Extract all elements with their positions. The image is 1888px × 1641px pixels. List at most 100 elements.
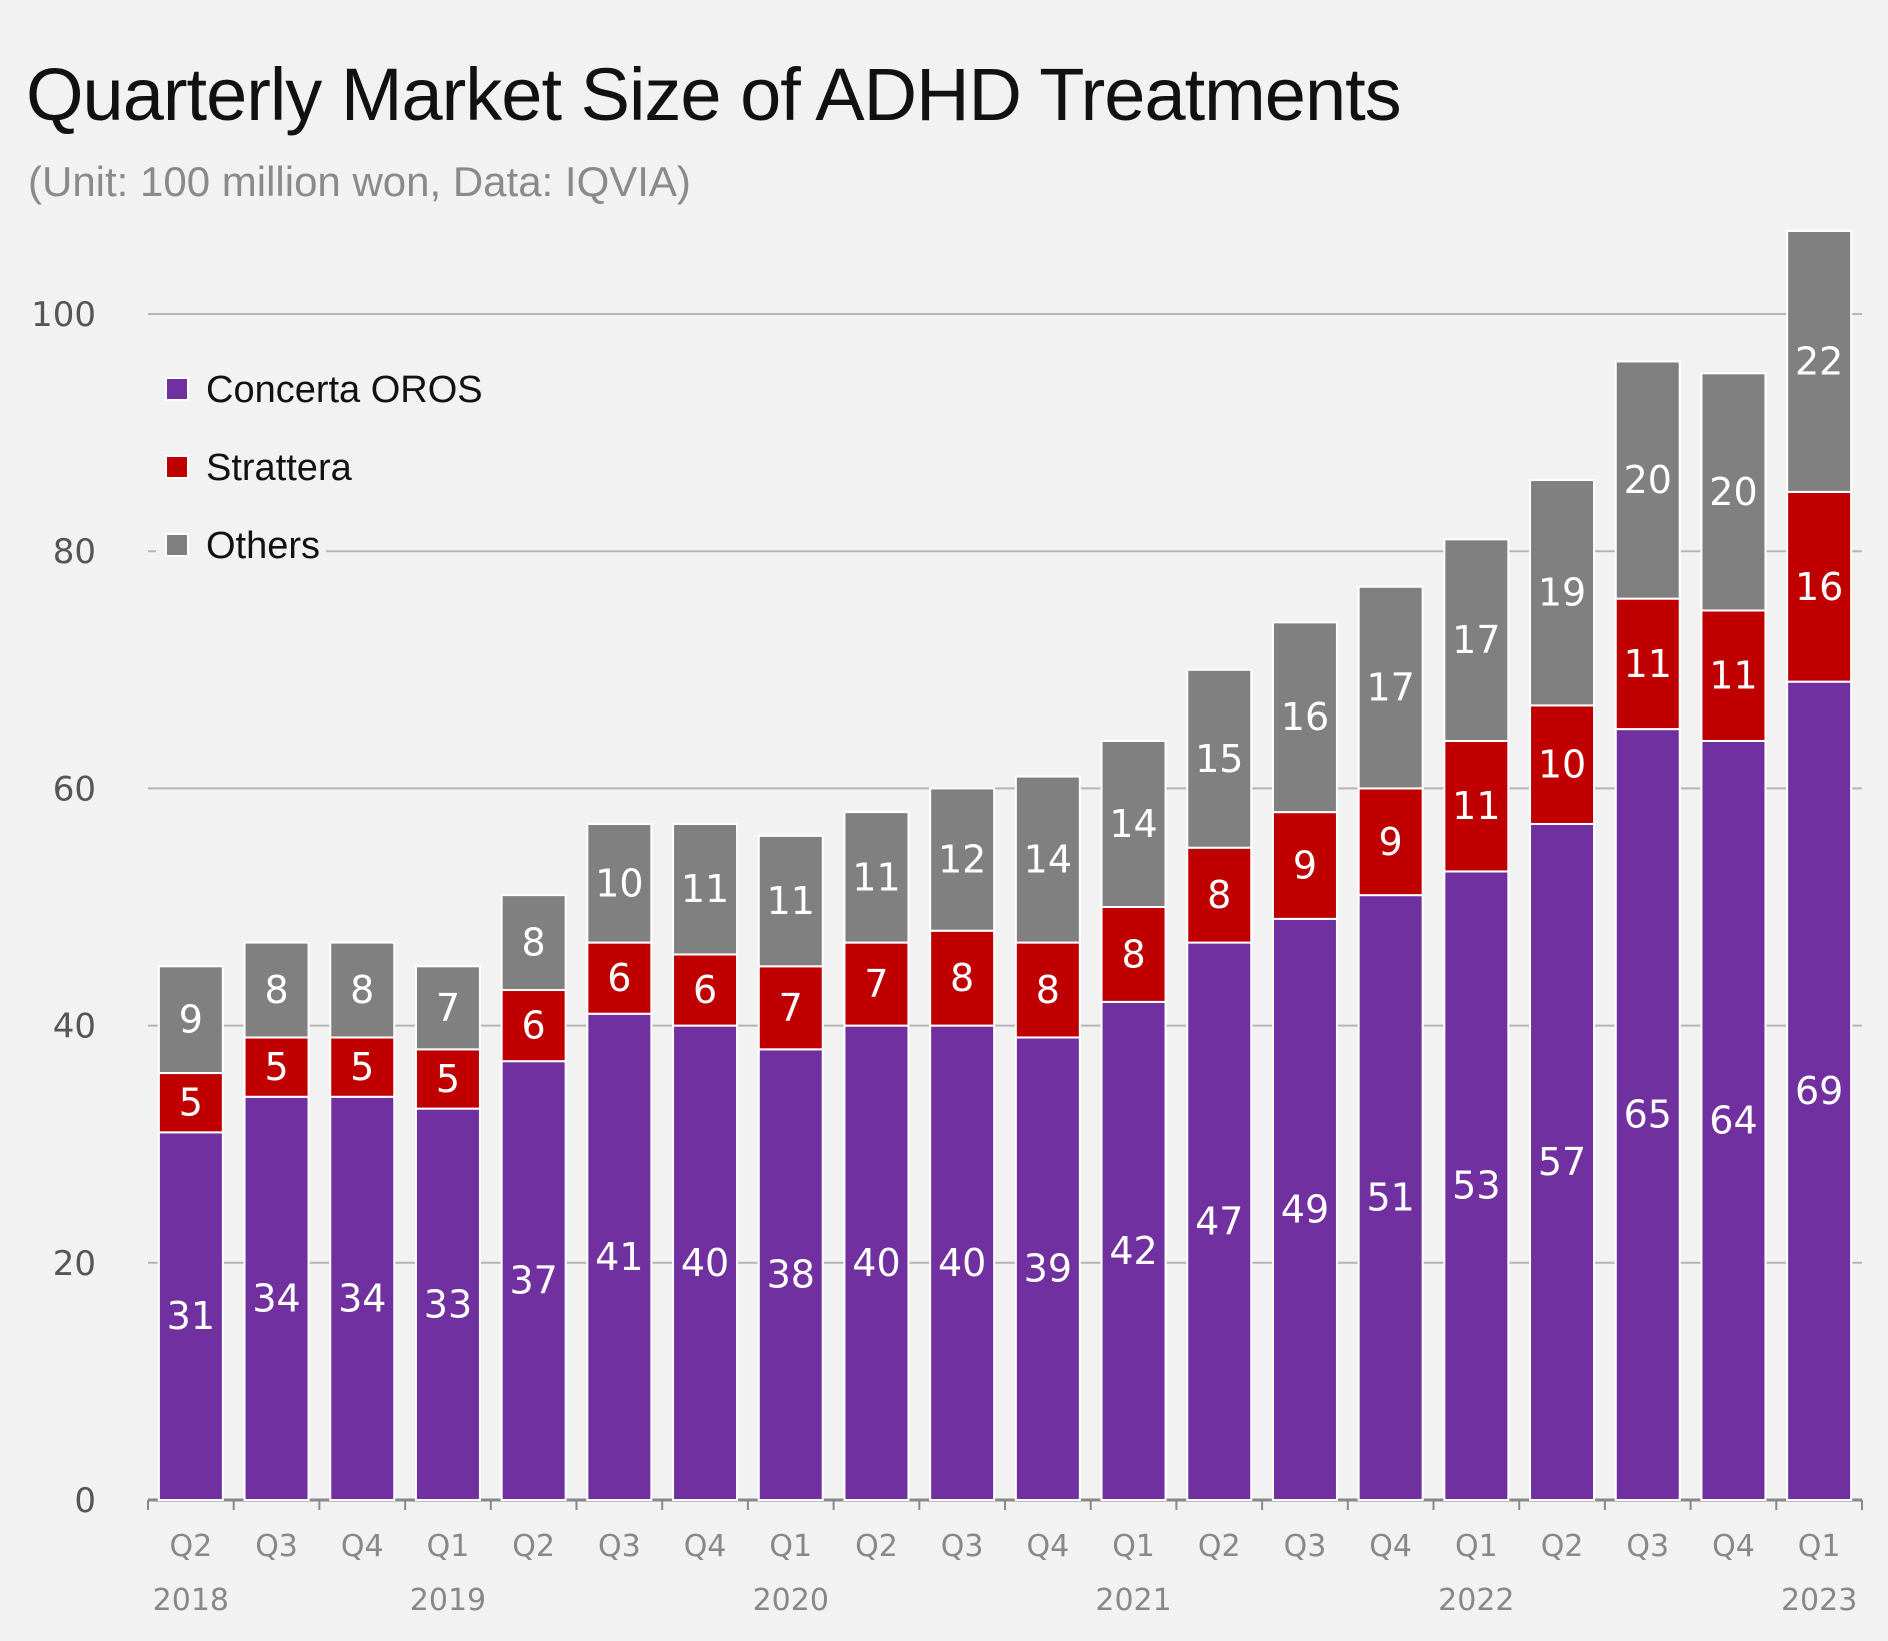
chart-subtitle: (Unit: 100 million won, Data: IQVIA) bbox=[28, 158, 691, 205]
x-tick-label: Q1 bbox=[1112, 1529, 1155, 1564]
x-tick-label: Q4 bbox=[1712, 1529, 1755, 1564]
bar-segment-concerta-oros bbox=[586, 1012, 653, 1501]
data-label: 57 bbox=[1538, 1140, 1586, 1184]
x-tick-label: Q3 bbox=[1284, 1529, 1327, 1564]
bar-segment-concerta-oros bbox=[500, 1060, 567, 1502]
data-label: 5 bbox=[436, 1057, 460, 1101]
data-label: 16 bbox=[1281, 695, 1329, 739]
bar-segment-strattera bbox=[1014, 941, 1081, 1039]
bar-segment-others bbox=[1186, 668, 1253, 849]
bar-segment-concerta-oros bbox=[1271, 917, 1338, 1501]
data-label: 51 bbox=[1366, 1176, 1414, 1220]
bar-segment-strattera bbox=[586, 941, 653, 1015]
year-label: 2019 bbox=[410, 1583, 486, 1618]
bar-segment-others bbox=[329, 941, 396, 1039]
bar-segment-others bbox=[1614, 360, 1681, 600]
bar-segment-concerta-oros bbox=[1357, 894, 1424, 1501]
x-tick-label: Q2 bbox=[855, 1529, 898, 1564]
legend-label: Others bbox=[206, 525, 320, 567]
data-label: 40 bbox=[852, 1241, 900, 1285]
chart-title: Quarterly Market Size of ADHD Treatments bbox=[26, 53, 1402, 136]
data-label: 8 bbox=[1207, 873, 1231, 917]
x-tick-label: Q2 bbox=[1198, 1529, 1241, 1564]
data-label: 11 bbox=[1709, 654, 1757, 698]
data-label: 8 bbox=[350, 968, 374, 1012]
data-label: 22 bbox=[1795, 339, 1843, 383]
x-tick-label: Q3 bbox=[941, 1529, 984, 1564]
data-label: 5 bbox=[350, 1045, 374, 1089]
bar-segment-strattera bbox=[329, 1036, 396, 1098]
year-label: 2018 bbox=[153, 1583, 229, 1618]
data-label: 20 bbox=[1709, 470, 1757, 514]
x-tick-label: Q1 bbox=[427, 1529, 470, 1564]
bar-segment-others bbox=[1271, 621, 1338, 814]
data-label: 10 bbox=[595, 861, 643, 905]
bar-segment-strattera bbox=[1614, 597, 1681, 731]
bar-segment-strattera bbox=[672, 953, 739, 1027]
data-label: 7 bbox=[864, 962, 888, 1006]
data-label: 11 bbox=[852, 855, 900, 899]
x-tick-label: Q2 bbox=[512, 1529, 555, 1564]
bar-segment-concerta-oros bbox=[843, 1024, 910, 1501]
data-label: 11 bbox=[767, 879, 815, 923]
data-label: 49 bbox=[1281, 1187, 1329, 1231]
data-label: 8 bbox=[264, 968, 288, 1012]
data-label: 7 bbox=[436, 986, 460, 1030]
x-tick-label: Q2 bbox=[1541, 1529, 1584, 1564]
bar-segment-concerta-oros bbox=[329, 1095, 396, 1501]
y-tick-label: 0 bbox=[74, 1481, 96, 1521]
year-label: 2020 bbox=[753, 1583, 829, 1618]
data-label: 65 bbox=[1624, 1093, 1672, 1137]
data-label: 6 bbox=[607, 956, 631, 1000]
data-label: 5 bbox=[179, 1081, 203, 1125]
data-label: 10 bbox=[1538, 743, 1586, 787]
bar-segment-strattera bbox=[243, 1036, 310, 1098]
bar-segment-others bbox=[843, 811, 910, 944]
legend-swatch bbox=[165, 455, 189, 479]
y-tick-label: 40 bbox=[53, 1007, 96, 1047]
x-tick-label: Q4 bbox=[341, 1529, 384, 1564]
bar-segment-concerta-oros bbox=[1100, 1000, 1167, 1501]
bar-segment-concerta-oros bbox=[414, 1107, 481, 1501]
bar-segment-concerta-oros bbox=[1014, 1036, 1081, 1501]
bar-segment-strattera bbox=[1271, 811, 1338, 920]
data-label: 40 bbox=[938, 1241, 986, 1285]
bar-segment-strattera bbox=[1443, 739, 1510, 873]
bar-segment-others bbox=[500, 894, 567, 992]
data-label: 37 bbox=[509, 1259, 557, 1303]
data-label: 12 bbox=[938, 838, 986, 882]
data-label: 38 bbox=[767, 1253, 815, 1297]
bar-segment-strattera bbox=[1357, 787, 1424, 897]
bar-segment-others bbox=[586, 822, 653, 944]
bar-segment-concerta-oros bbox=[1786, 680, 1853, 1501]
data-label: 7 bbox=[779, 986, 803, 1030]
data-label: 9 bbox=[1293, 843, 1317, 887]
bar-segment-strattera bbox=[757, 965, 824, 1051]
bar-segment-others bbox=[1786, 229, 1853, 493]
bar-segment-others bbox=[672, 822, 739, 956]
bar-segment-others bbox=[1100, 739, 1167, 909]
y-tick-label: 100 bbox=[31, 295, 96, 335]
x-tick-label: Q4 bbox=[684, 1529, 727, 1564]
data-label: 5 bbox=[264, 1045, 288, 1089]
bar-segment-strattera bbox=[414, 1048, 481, 1110]
bar-segment-strattera bbox=[843, 941, 910, 1027]
data-label: 19 bbox=[1538, 571, 1586, 615]
data-label: 69 bbox=[1795, 1069, 1843, 1113]
bar-segment-concerta-oros bbox=[672, 1024, 739, 1501]
x-tick-label: Q4 bbox=[1369, 1529, 1412, 1564]
bar-segment-others bbox=[1014, 775, 1081, 944]
data-label: 8 bbox=[522, 921, 546, 965]
data-label: 42 bbox=[1109, 1229, 1157, 1273]
data-label: 34 bbox=[252, 1276, 300, 1320]
bar-segment-others bbox=[157, 965, 224, 1075]
x-tick-label: Q2 bbox=[169, 1529, 212, 1564]
bar-segment-strattera bbox=[500, 989, 567, 1063]
data-label: 41 bbox=[595, 1235, 643, 1279]
bar-segment-others bbox=[1529, 479, 1596, 707]
data-label: 11 bbox=[681, 867, 729, 911]
data-label: 16 bbox=[1795, 565, 1843, 609]
data-label: 31 bbox=[167, 1294, 215, 1338]
legend-swatch bbox=[165, 533, 189, 557]
bar-segment-concerta-oros bbox=[1186, 941, 1253, 1501]
